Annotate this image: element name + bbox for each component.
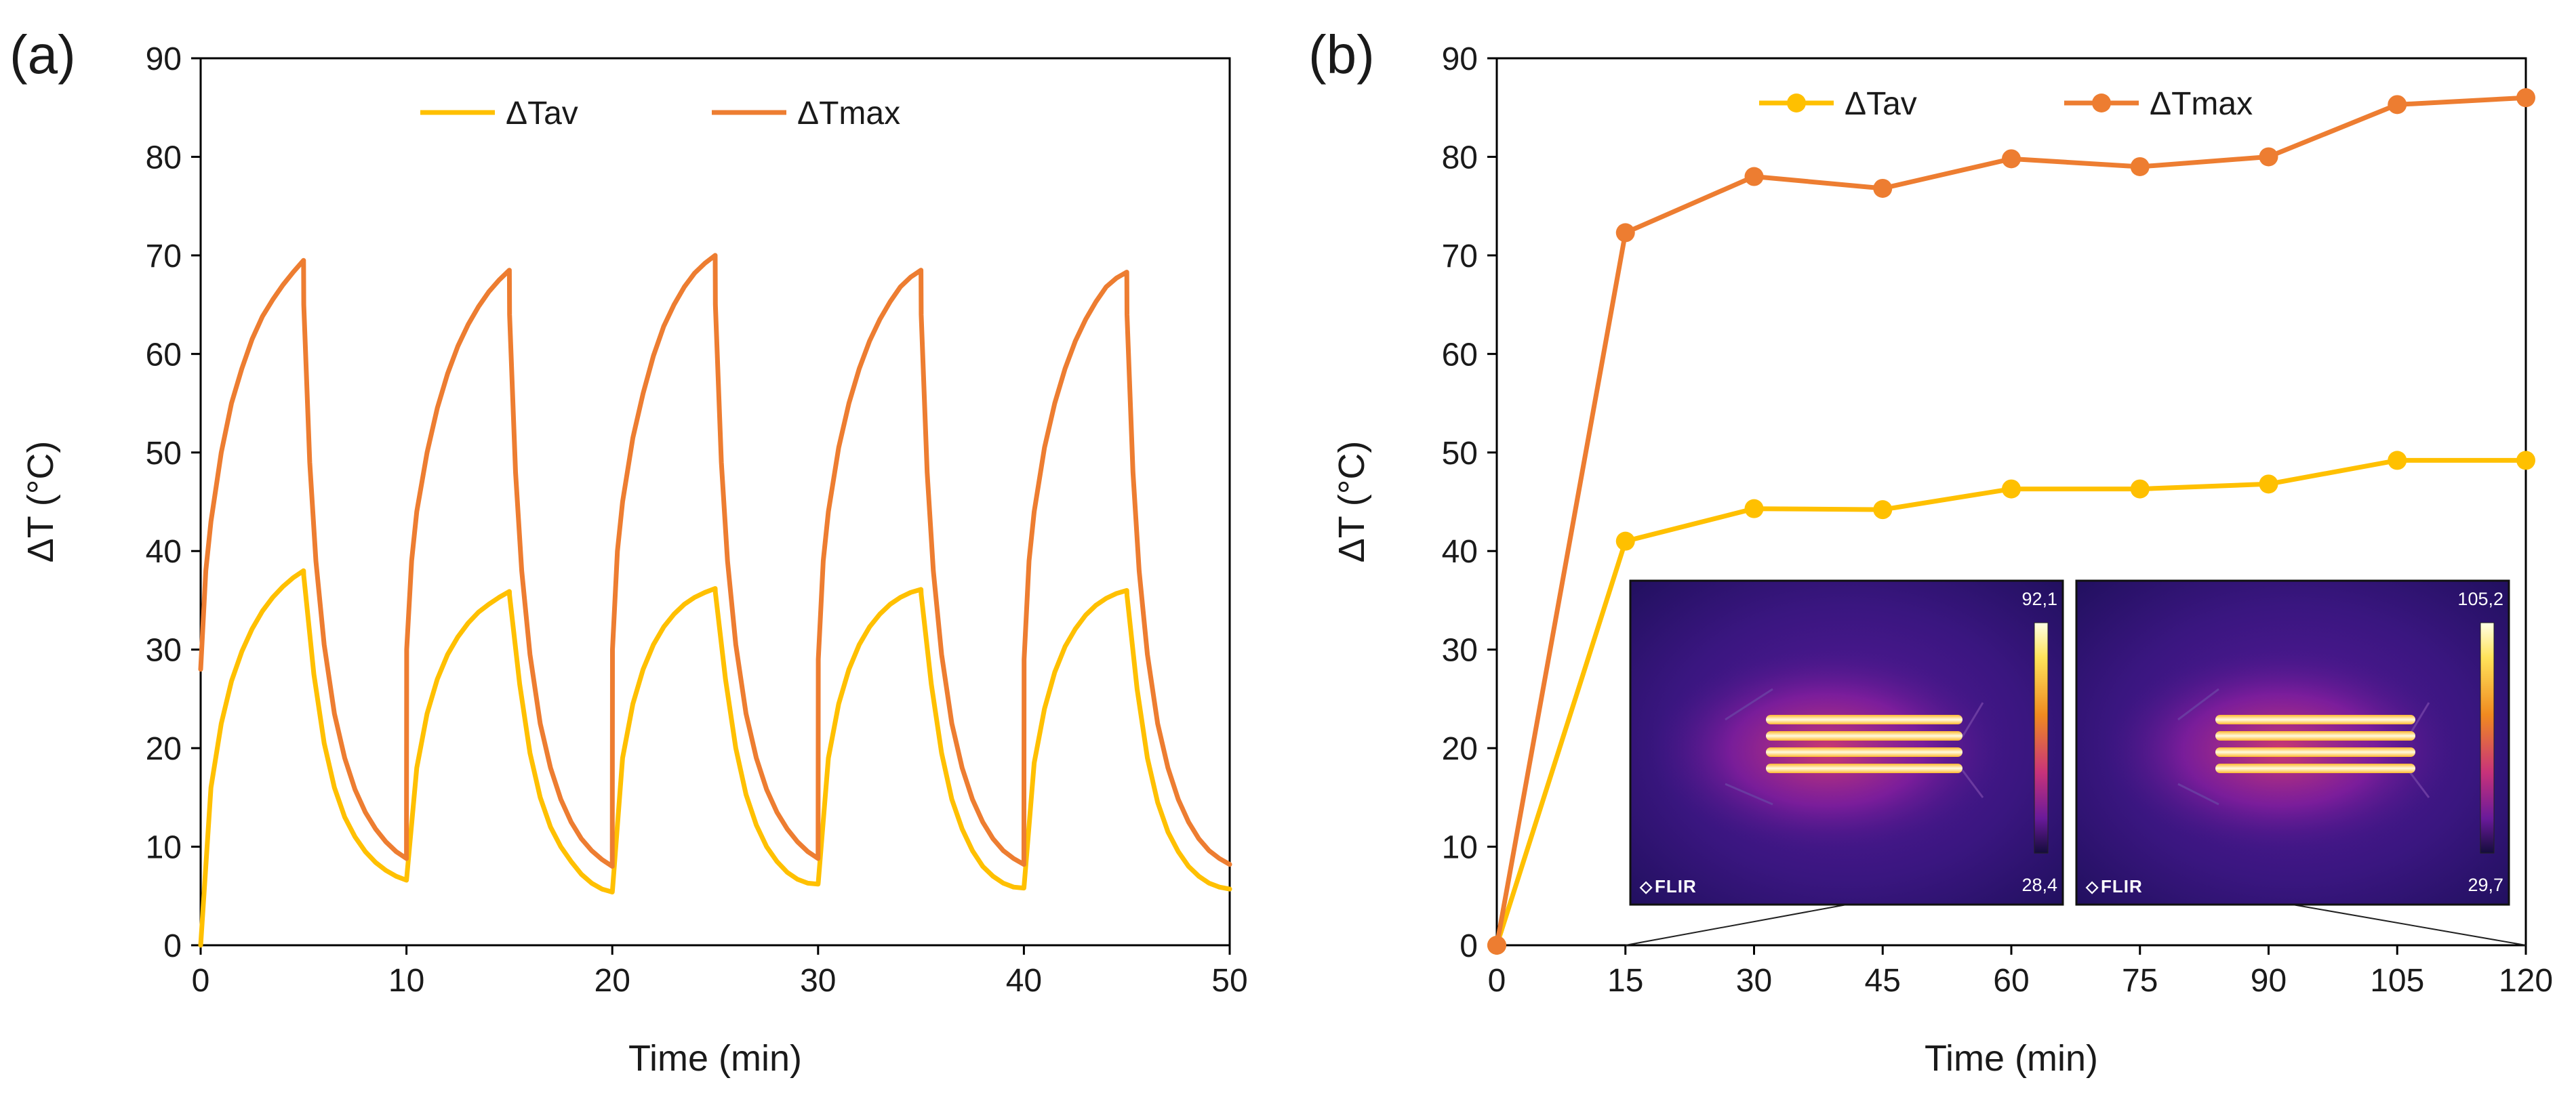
panel-a-series (198, 253, 1232, 948)
y-tick-label: 70 (1442, 239, 1478, 274)
y-tick-label: 10 (146, 830, 182, 866)
flir-logo-icon: ⬦ (2085, 876, 2099, 896)
legend-marker (1787, 94, 1806, 112)
y-tick-label: 60 (1442, 337, 1478, 373)
data-point-tmax (1487, 936, 1506, 955)
y-tick-label: 80 (146, 140, 182, 175)
panel-a-x-ticks: 0 10 20 30 40 50 (192, 945, 1248, 999)
y-tick-label: 50 (146, 436, 182, 472)
panel-a-legend: ΔTav ΔTmax (420, 96, 900, 131)
y-tick-label: 10 (1442, 830, 1478, 866)
y-tick-label: 90 (1442, 41, 1478, 77)
thermal-image-inset-2: 105,2 29,7 ⬦ FLIR (2075, 579, 2510, 906)
data-point-tav (2388, 451, 2407, 470)
heater-stripes (2215, 715, 2415, 773)
y-tick-label: 70 (146, 239, 182, 274)
panel-a-x-axis-title: Time (min) (628, 1038, 802, 1079)
x-tick-label: 20 (595, 963, 630, 999)
legend-label-tmax: ΔTmax (2150, 86, 2253, 122)
x-tick-label: 30 (1736, 963, 1772, 999)
thermal-background-edges (2177, 688, 2430, 806)
thermal-image-inset-1: 92,1 28,4 ⬦ FLIR (1629, 579, 2064, 906)
data-point-tmax (2130, 157, 2150, 176)
panel-b-y-ticks: 0 10 20 30 40 50 60 70 80 90 (1442, 41, 1497, 964)
panel-b-legend: ΔTav ΔTmax (1759, 86, 2253, 122)
data-point-tmax (1615, 223, 1635, 243)
legend-label-tav: ΔTav (1845, 86, 1917, 122)
data-point-tmax (2388, 95, 2407, 115)
x-tick-label: 75 (2122, 963, 2158, 999)
y-tick-label: 20 (1442, 731, 1478, 767)
y-tick-label: 0 (1460, 928, 1478, 964)
y-tick-label: 40 (146, 534, 182, 570)
x-tick-label: 10 (388, 963, 424, 999)
x-tick-label: 120 (2499, 963, 2553, 999)
panel-a-y-ticks: 0 10 20 30 40 50 60 70 80 90 (146, 41, 201, 964)
panel-b-series (1487, 88, 2535, 955)
inset-connector-lines (1625, 904, 2527, 946)
panel-b-x-axis-title: Time (min) (1925, 1038, 2098, 1079)
data-point-tmax (2516, 88, 2535, 108)
legend-label-tav: ΔTav (506, 96, 578, 131)
y-tick-label: 30 (1442, 633, 1478, 669)
scale-max-label: 105,2 (2457, 589, 2503, 609)
data-point-tav (2130, 479, 2150, 499)
data-point-tmax (1873, 178, 1893, 198)
inset-connector-line (2292, 904, 2527, 946)
y-tick-label: 80 (1442, 140, 1478, 175)
data-point-tav (2516, 451, 2535, 470)
flir-logo-icon: ⬦ (1639, 876, 1653, 896)
data-point-tav (1615, 531, 1635, 551)
y-tick-label: 40 (1442, 534, 1478, 570)
x-tick-label: 0 (1488, 963, 1506, 999)
x-tick-label: 60 (1993, 963, 2029, 999)
data-point-tav (1744, 499, 1764, 518)
y-tick-label: 30 (146, 633, 182, 669)
x-tick-label: 40 (1006, 963, 1042, 999)
panel-a-label: (a) (9, 24, 76, 85)
x-tick-label: 30 (800, 963, 836, 999)
scale-max-label: 92,1 (2021, 589, 2057, 609)
scale-min-label: 28,4 (2021, 875, 2057, 895)
thermal-background-edges (1725, 688, 1984, 806)
series-line-tmax (198, 253, 1232, 869)
panel-a: (a) 0 10 20 30 40 50 60 70 80 90 0 10 20 30 40 50 ΔTav… (9, 24, 1248, 1079)
color-scale-bar (2480, 622, 2495, 854)
panel-b-x-ticks: 0 15 30 45 60 75 90 105 120 (1488, 945, 2553, 999)
x-tick-label: 90 (2251, 963, 2287, 999)
legend-marker (2092, 94, 2111, 112)
x-tick-label: 0 (192, 963, 210, 999)
series-line-tav (198, 568, 1232, 948)
x-tick-label: 45 (1865, 963, 1901, 999)
scale-min-label: 29,7 (2468, 875, 2503, 895)
data-point-tmax (1744, 167, 1764, 186)
data-point-tav (1873, 500, 1893, 520)
panel-b-y-axis-title: ΔT (°C) (1331, 441, 1372, 563)
data-point-tav (2002, 479, 2021, 499)
panel-a-plot-frame (199, 57, 1231, 947)
data-point-tav (2259, 474, 2278, 494)
y-tick-label: 20 (146, 731, 182, 767)
y-tick-label: 50 (1442, 436, 1478, 472)
data-point-tmax (2002, 149, 2021, 169)
y-tick-label: 60 (146, 337, 182, 373)
y-tick-label: 90 (146, 41, 182, 77)
data-point-tmax (2259, 147, 2278, 167)
flir-logo: FLIR (1655, 876, 1697, 896)
x-tick-label: 50 (1211, 963, 1247, 999)
panel-b: (b) 0 10 20 30 40 50 60 70 80 90 0 15 30 45 60 75 90 105… (1308, 24, 2553, 1079)
heater-stripes (1766, 715, 1963, 773)
legend-label-tmax: ΔTmax (797, 96, 900, 131)
color-scale-bar (2034, 622, 2049, 854)
panel-a-y-axis-title: ΔT (°C) (20, 441, 61, 563)
inset-connector-line (1625, 904, 1847, 946)
x-tick-label: 15 (1607, 963, 1643, 999)
x-tick-label: 105 (2370, 963, 2424, 999)
y-tick-label: 0 (163, 928, 182, 964)
panel-b-label: (b) (1308, 24, 1375, 85)
flir-logo: FLIR (2101, 876, 2143, 896)
